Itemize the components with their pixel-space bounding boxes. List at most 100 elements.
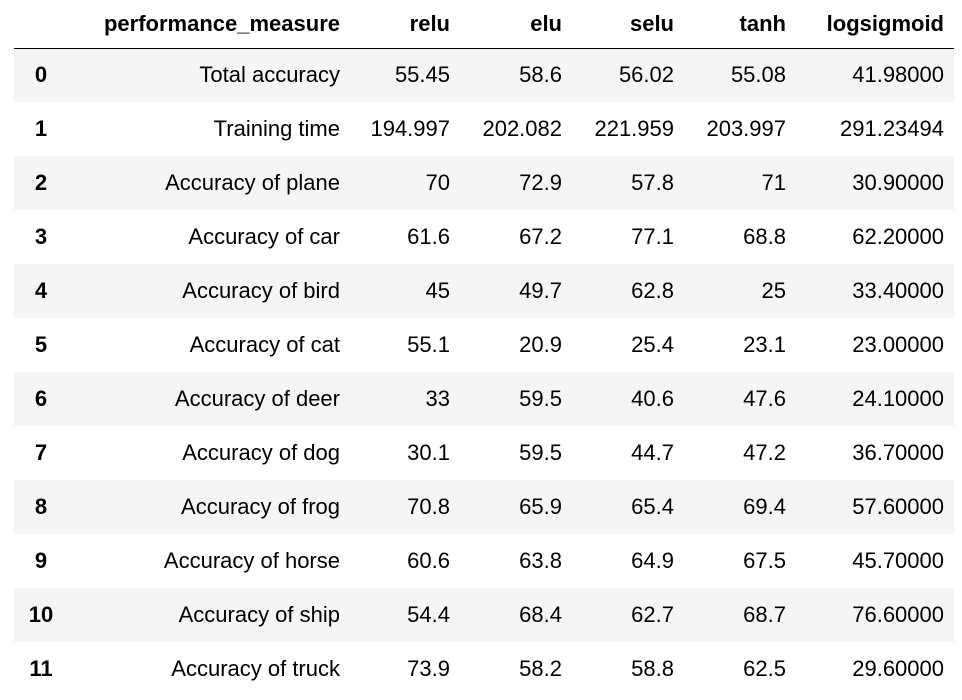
cell-performance-measure: Accuracy of horse (163, 548, 340, 573)
row-index: 7 (34, 440, 48, 465)
cell-selu: 40.6 (631, 386, 674, 411)
cell-elu: 65.9 (519, 494, 562, 519)
row-index: 0 (34, 62, 48, 88)
cell-selu: 58.8 (631, 656, 674, 681)
row-index: 11 (29, 656, 53, 681)
table-header: performance_measure relu elu selu tanh l… (14, 0, 954, 49)
cell-logsigmoid: 41.98000 (852, 62, 944, 88)
cell-logsigmoid: 24.10000 (852, 386, 944, 411)
cell-elu: 68.4 (519, 602, 562, 627)
cell-elu: 20.9 (519, 332, 562, 357)
table-row: 7 Accuracy of dog 30.1 59.5 44.7 47.2 36.70000 (14, 426, 954, 480)
cell-logsigmoid: 291.23494 (840, 116, 944, 141)
column-header-tanh: tanh (684, 0, 796, 49)
column-header-elu: elu (460, 0, 572, 49)
table-row: 3 Accuracy of car 61.6 67.2 77.1 68.8 62.20000 (14, 210, 954, 264)
results-table: performance_measure relu elu selu tanh l… (14, 0, 954, 696)
table-row: 6 Accuracy of deer 33 59.5 40.6 47.6 24.10000 (14, 372, 954, 426)
cell-relu: 33 (425, 386, 450, 411)
row-index: 2 (34, 170, 48, 195)
column-header-selu: selu (572, 0, 684, 49)
cell-tanh: 203.997 (706, 116, 786, 141)
cell-relu: 73.9 (407, 656, 450, 681)
cell-performance-measure: Accuracy of dog (182, 440, 340, 465)
cell-selu: 25.4 (631, 332, 674, 357)
table-row: 10 Accuracy of ship 54.4 68.4 62.7 68.7 76.600… (14, 588, 954, 642)
cell-logsigmoid: 45.70000 (852, 548, 944, 573)
cell-elu: 49.7 (519, 278, 562, 303)
cell-selu: 77.1 (631, 224, 674, 249)
cell-relu: 61.6 (407, 224, 450, 249)
cell-logsigmoid: 57.60000 (852, 494, 944, 519)
cell-relu: 30.1 (407, 440, 450, 465)
cell-tanh: 62.5 (743, 656, 786, 681)
cell-logsigmoid: 23.00000 (852, 332, 944, 357)
cell-relu: 55.1 (407, 332, 450, 357)
table-row: 2 Accuracy of plane 70 72.9 57.8 71 30.90000 (14, 156, 954, 210)
cell-elu: 59.5 (519, 386, 562, 411)
cell-tanh: 47.6 (743, 386, 786, 411)
cell-performance-measure: Training time (213, 116, 340, 141)
table-row: 1 Training time 194.997 202.082 221.959 203.9… (14, 102, 954, 156)
table-row: 0 Total accuracy 55.45 58.6 56.02 55.08 41.980… (14, 48, 954, 102)
cell-selu: 62.8 (631, 278, 674, 303)
cell-tanh: 47.2 (743, 440, 786, 465)
cell-performance-measure: Accuracy of deer (174, 386, 340, 411)
header-row: performance_measure relu elu selu tanh l… (14, 0, 954, 49)
cell-performance-measure: Accuracy of bird (182, 278, 340, 303)
cell-selu: 57.8 (631, 170, 674, 195)
cell-tanh: 55.08 (730, 62, 786, 88)
cell-relu: 60.6 (407, 548, 450, 573)
index-header (14, 0, 68, 49)
cell-performance-measure: Total accuracy (199, 62, 340, 88)
cell-relu: 45 (425, 278, 450, 303)
cell-tanh: 68.7 (743, 602, 786, 627)
table-row: 8 Accuracy of frog 70.8 65.9 65.4 69.4 57.6000… (14, 480, 954, 534)
row-index: 3 (34, 224, 48, 249)
row-index: 1 (34, 116, 48, 141)
column-header-logsigmoid: logsigmoid (796, 0, 954, 49)
table-row: 9 Accuracy of horse 60.6 63.8 64.9 67.5 45.700… (14, 534, 954, 588)
cell-logsigmoid: 76.60000 (852, 602, 944, 627)
column-header-relu: relu (350, 0, 460, 49)
cell-relu: 70.8 (407, 494, 450, 519)
cell-elu: 58.6 (519, 62, 562, 88)
cell-tanh: 71 (761, 170, 786, 195)
cell-relu: 55.45 (394, 62, 450, 88)
cell-logsigmoid: 29.60000 (852, 656, 944, 681)
cell-performance-measure: Accuracy of ship (178, 602, 340, 627)
cell-selu: 62.7 (631, 602, 674, 627)
row-index: 6 (34, 386, 48, 411)
cell-elu: 72.9 (519, 170, 562, 195)
cell-tanh: 23.1 (743, 332, 786, 357)
table-body: 0 Total accuracy 55.45 58.6 56.02 55.08 41.980… (14, 48, 954, 696)
row-index: 4 (34, 278, 48, 303)
cell-elu: 58.2 (519, 656, 562, 681)
cell-tanh: 68.8 (743, 224, 786, 249)
cell-elu: 202.082 (482, 116, 562, 141)
cell-selu: 56.02 (618, 62, 674, 88)
cell-logsigmoid: 33.40000 (852, 278, 944, 303)
row-index: 8 (34, 494, 48, 519)
cell-tanh: 67.5 (743, 548, 786, 573)
cell-relu: 70 (425, 170, 450, 195)
cell-relu: 54.4 (407, 602, 450, 627)
table-row: 5 Accuracy of cat 55.1 20.9 25.4 23.1 23.00000 (14, 318, 954, 372)
cell-relu: 194.997 (370, 116, 450, 141)
cell-performance-measure: Accuracy of car (188, 224, 340, 249)
cell-elu: 63.8 (519, 548, 562, 573)
row-index: 5 (34, 332, 48, 357)
cell-selu: 65.4 (631, 494, 674, 519)
table-row: 11 Accuracy of truck 73.9 58.2 58.8 62.5 29.60… (14, 642, 954, 696)
cell-logsigmoid: 30.90000 (852, 170, 944, 195)
row-index: 10 (28, 602, 54, 627)
cell-logsigmoid: 62.20000 (852, 224, 944, 249)
cell-elu: 67.2 (519, 224, 562, 249)
cell-selu: 221.959 (594, 116, 674, 141)
cell-performance-measure: Accuracy of plane (165, 170, 340, 195)
cell-tanh: 69.4 (743, 494, 786, 519)
column-header-performance-measure: performance_measure (68, 0, 350, 49)
cell-performance-measure: Accuracy of frog (181, 494, 340, 519)
table-row: 4 Accuracy of bird 45 49.7 62.8 25 33.40000 (14, 264, 954, 318)
